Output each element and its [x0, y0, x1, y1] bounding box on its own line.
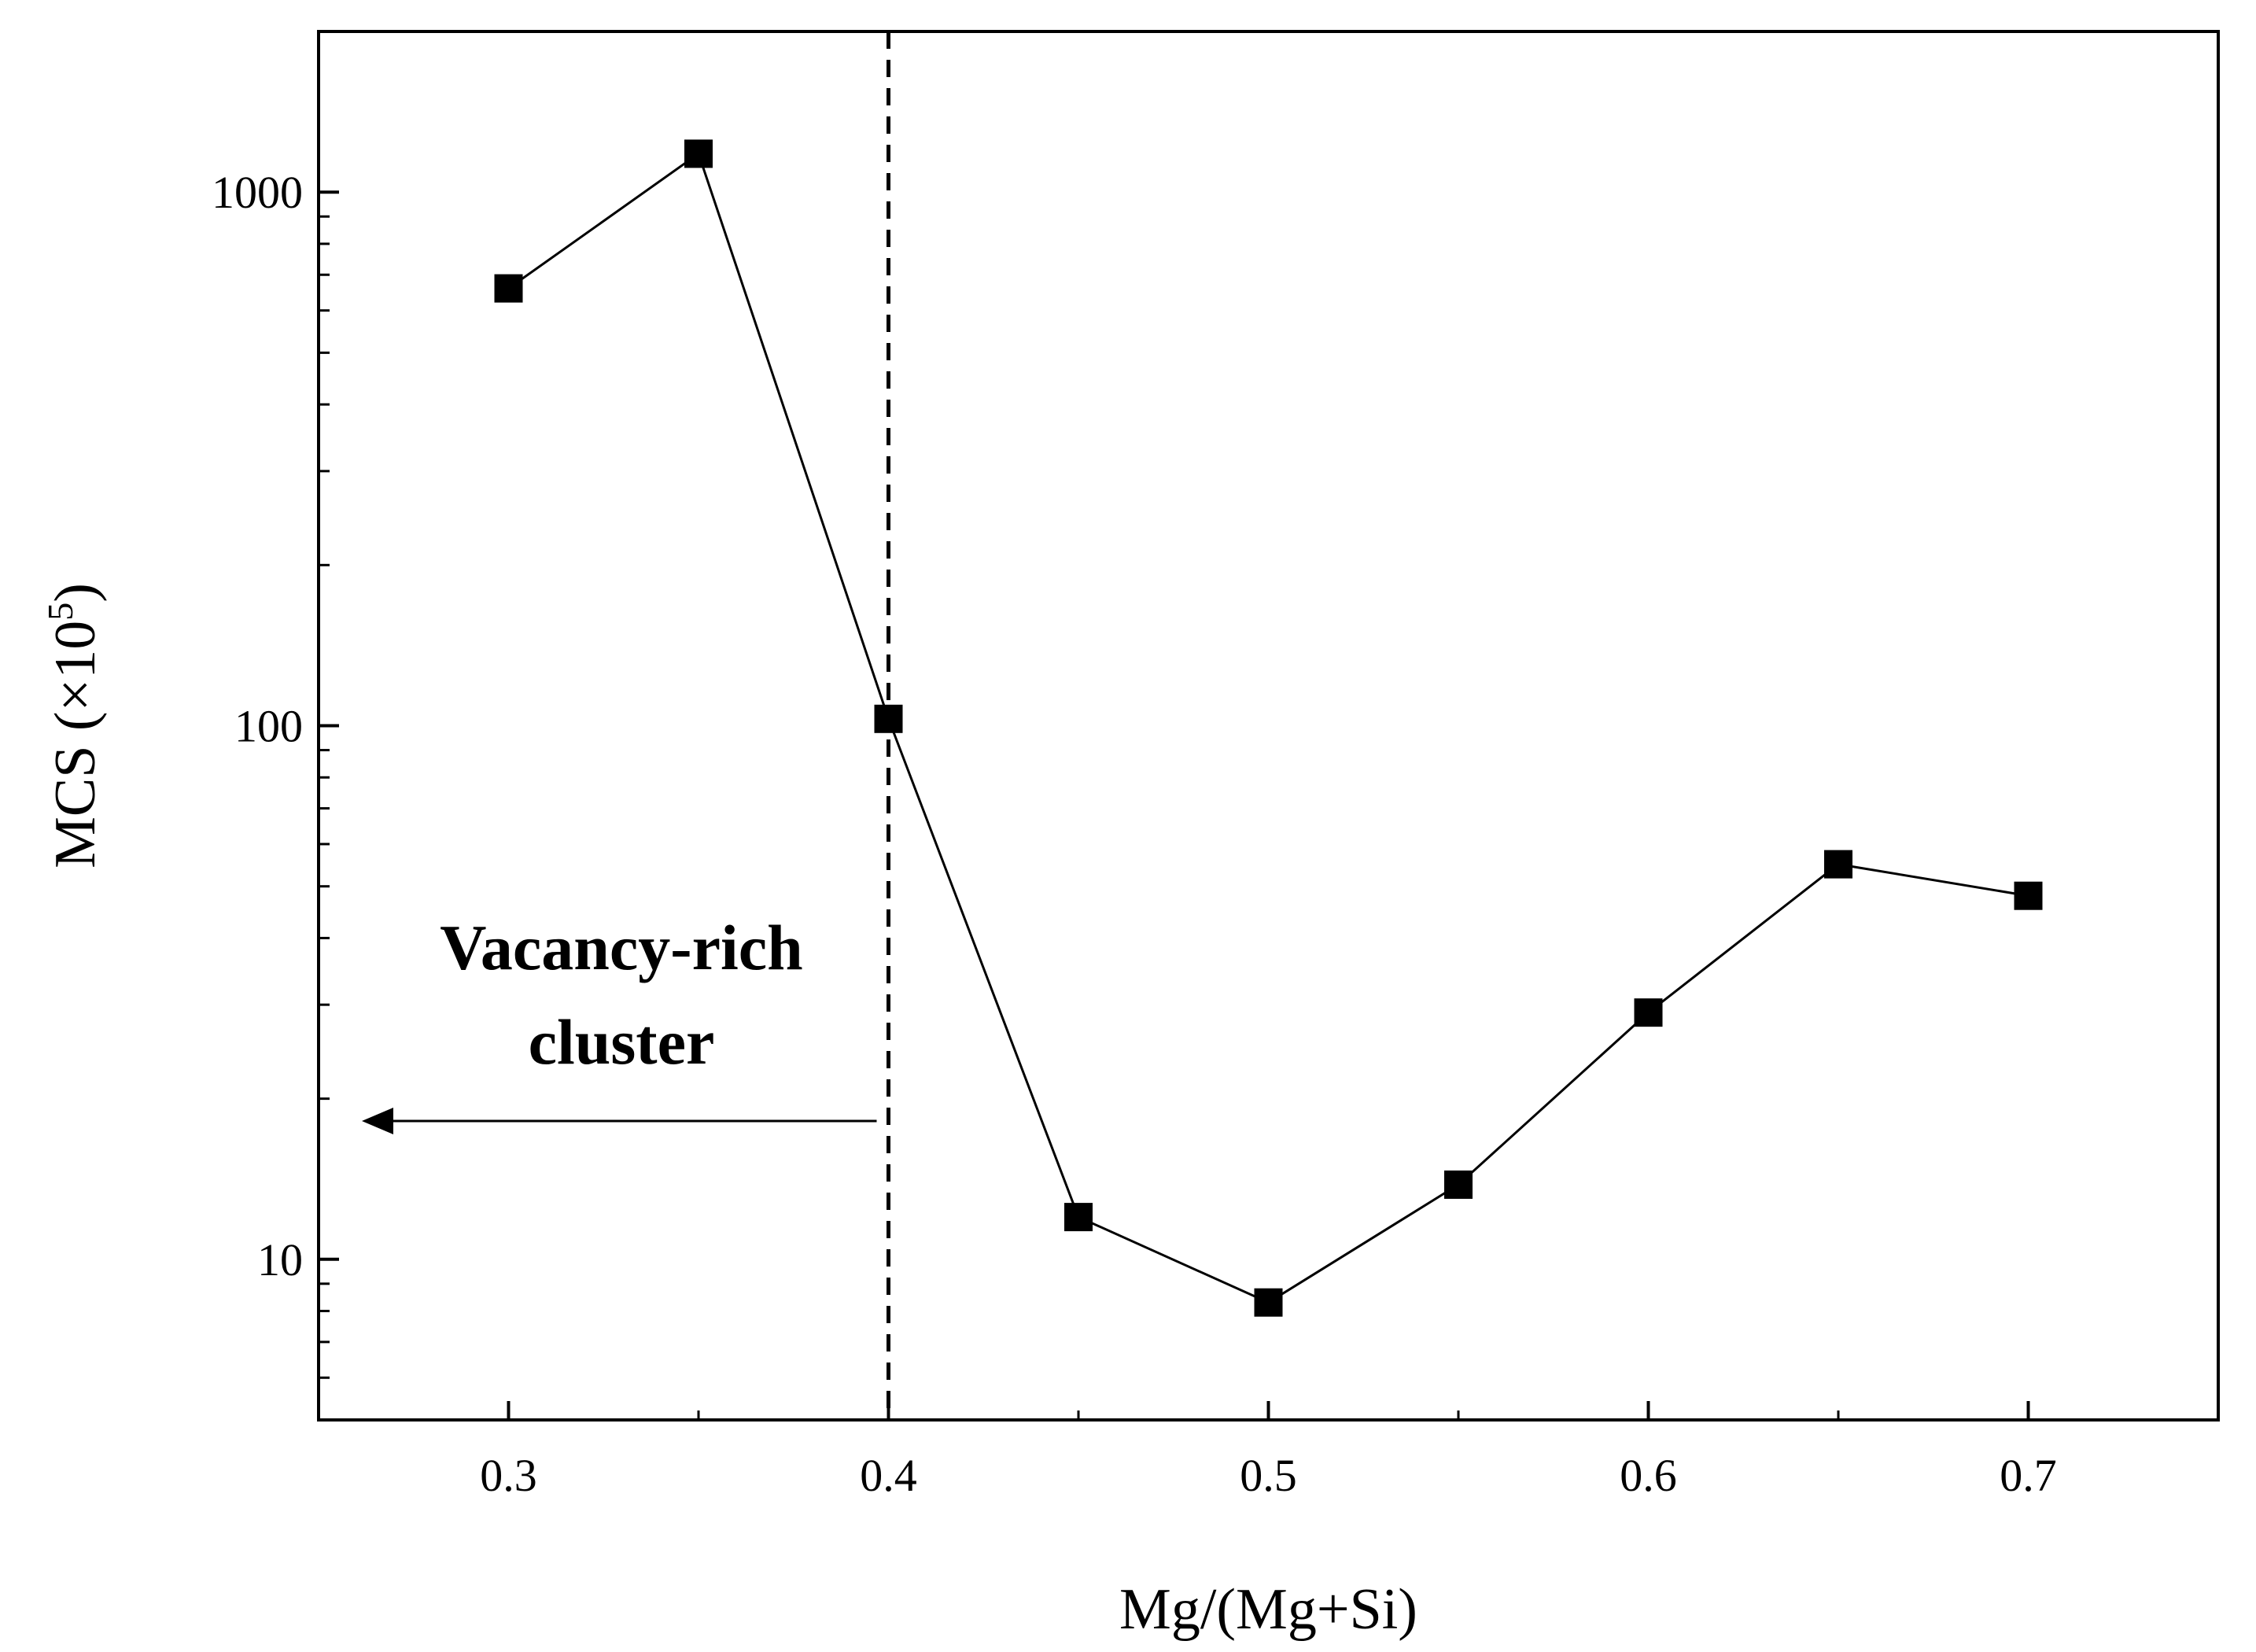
- x-tick-label-4: 0.7: [2000, 1450, 2057, 1501]
- data-point-0: [494, 274, 523, 303]
- axis-ticks: 0.3 0.4 0.5 0.6 0.7 10 100 1000: [212, 30, 2220, 1501]
- x-axis-title: Mg/(Mg+Si): [1119, 1577, 1417, 1642]
- data-point-3: [1064, 1203, 1093, 1232]
- y-axis-title-superscript: 5: [40, 603, 80, 621]
- y-axis-title: MCS (×105): [40, 583, 108, 868]
- data-point-1: [684, 139, 713, 168]
- annotation-line2: cluster: [529, 1006, 715, 1078]
- data-point-4: [1254, 1288, 1283, 1317]
- annotation-line1: Vacancy-rich: [440, 912, 803, 983]
- data-point-5: [1444, 1170, 1473, 1199]
- series-line-0: [507, 152, 2029, 1304]
- data-point-8: [2014, 881, 2043, 910]
- x-tick-label-3: 0.6: [1620, 1450, 1677, 1501]
- plot-frame: [317, 30, 2220, 1422]
- data-point-7: [1824, 850, 1852, 879]
- y-axis-title-main: MCS (×10: [43, 621, 108, 868]
- x-tick-label-0: 0.3: [480, 1450, 537, 1501]
- series-group: [494, 139, 2043, 1317]
- annotation-arrowhead: [362, 1108, 393, 1134]
- y-tick-label-2: 1000: [212, 167, 303, 218]
- data-point-6: [1634, 998, 1663, 1027]
- x-tick-label-2: 0.5: [1240, 1450, 1297, 1501]
- y-tick-label-0: 10: [257, 1234, 303, 1285]
- y-axis-title-close: ): [43, 583, 108, 603]
- x-tick-label-1: 0.4: [860, 1450, 917, 1501]
- y-tick-label-1: 100: [234, 701, 303, 752]
